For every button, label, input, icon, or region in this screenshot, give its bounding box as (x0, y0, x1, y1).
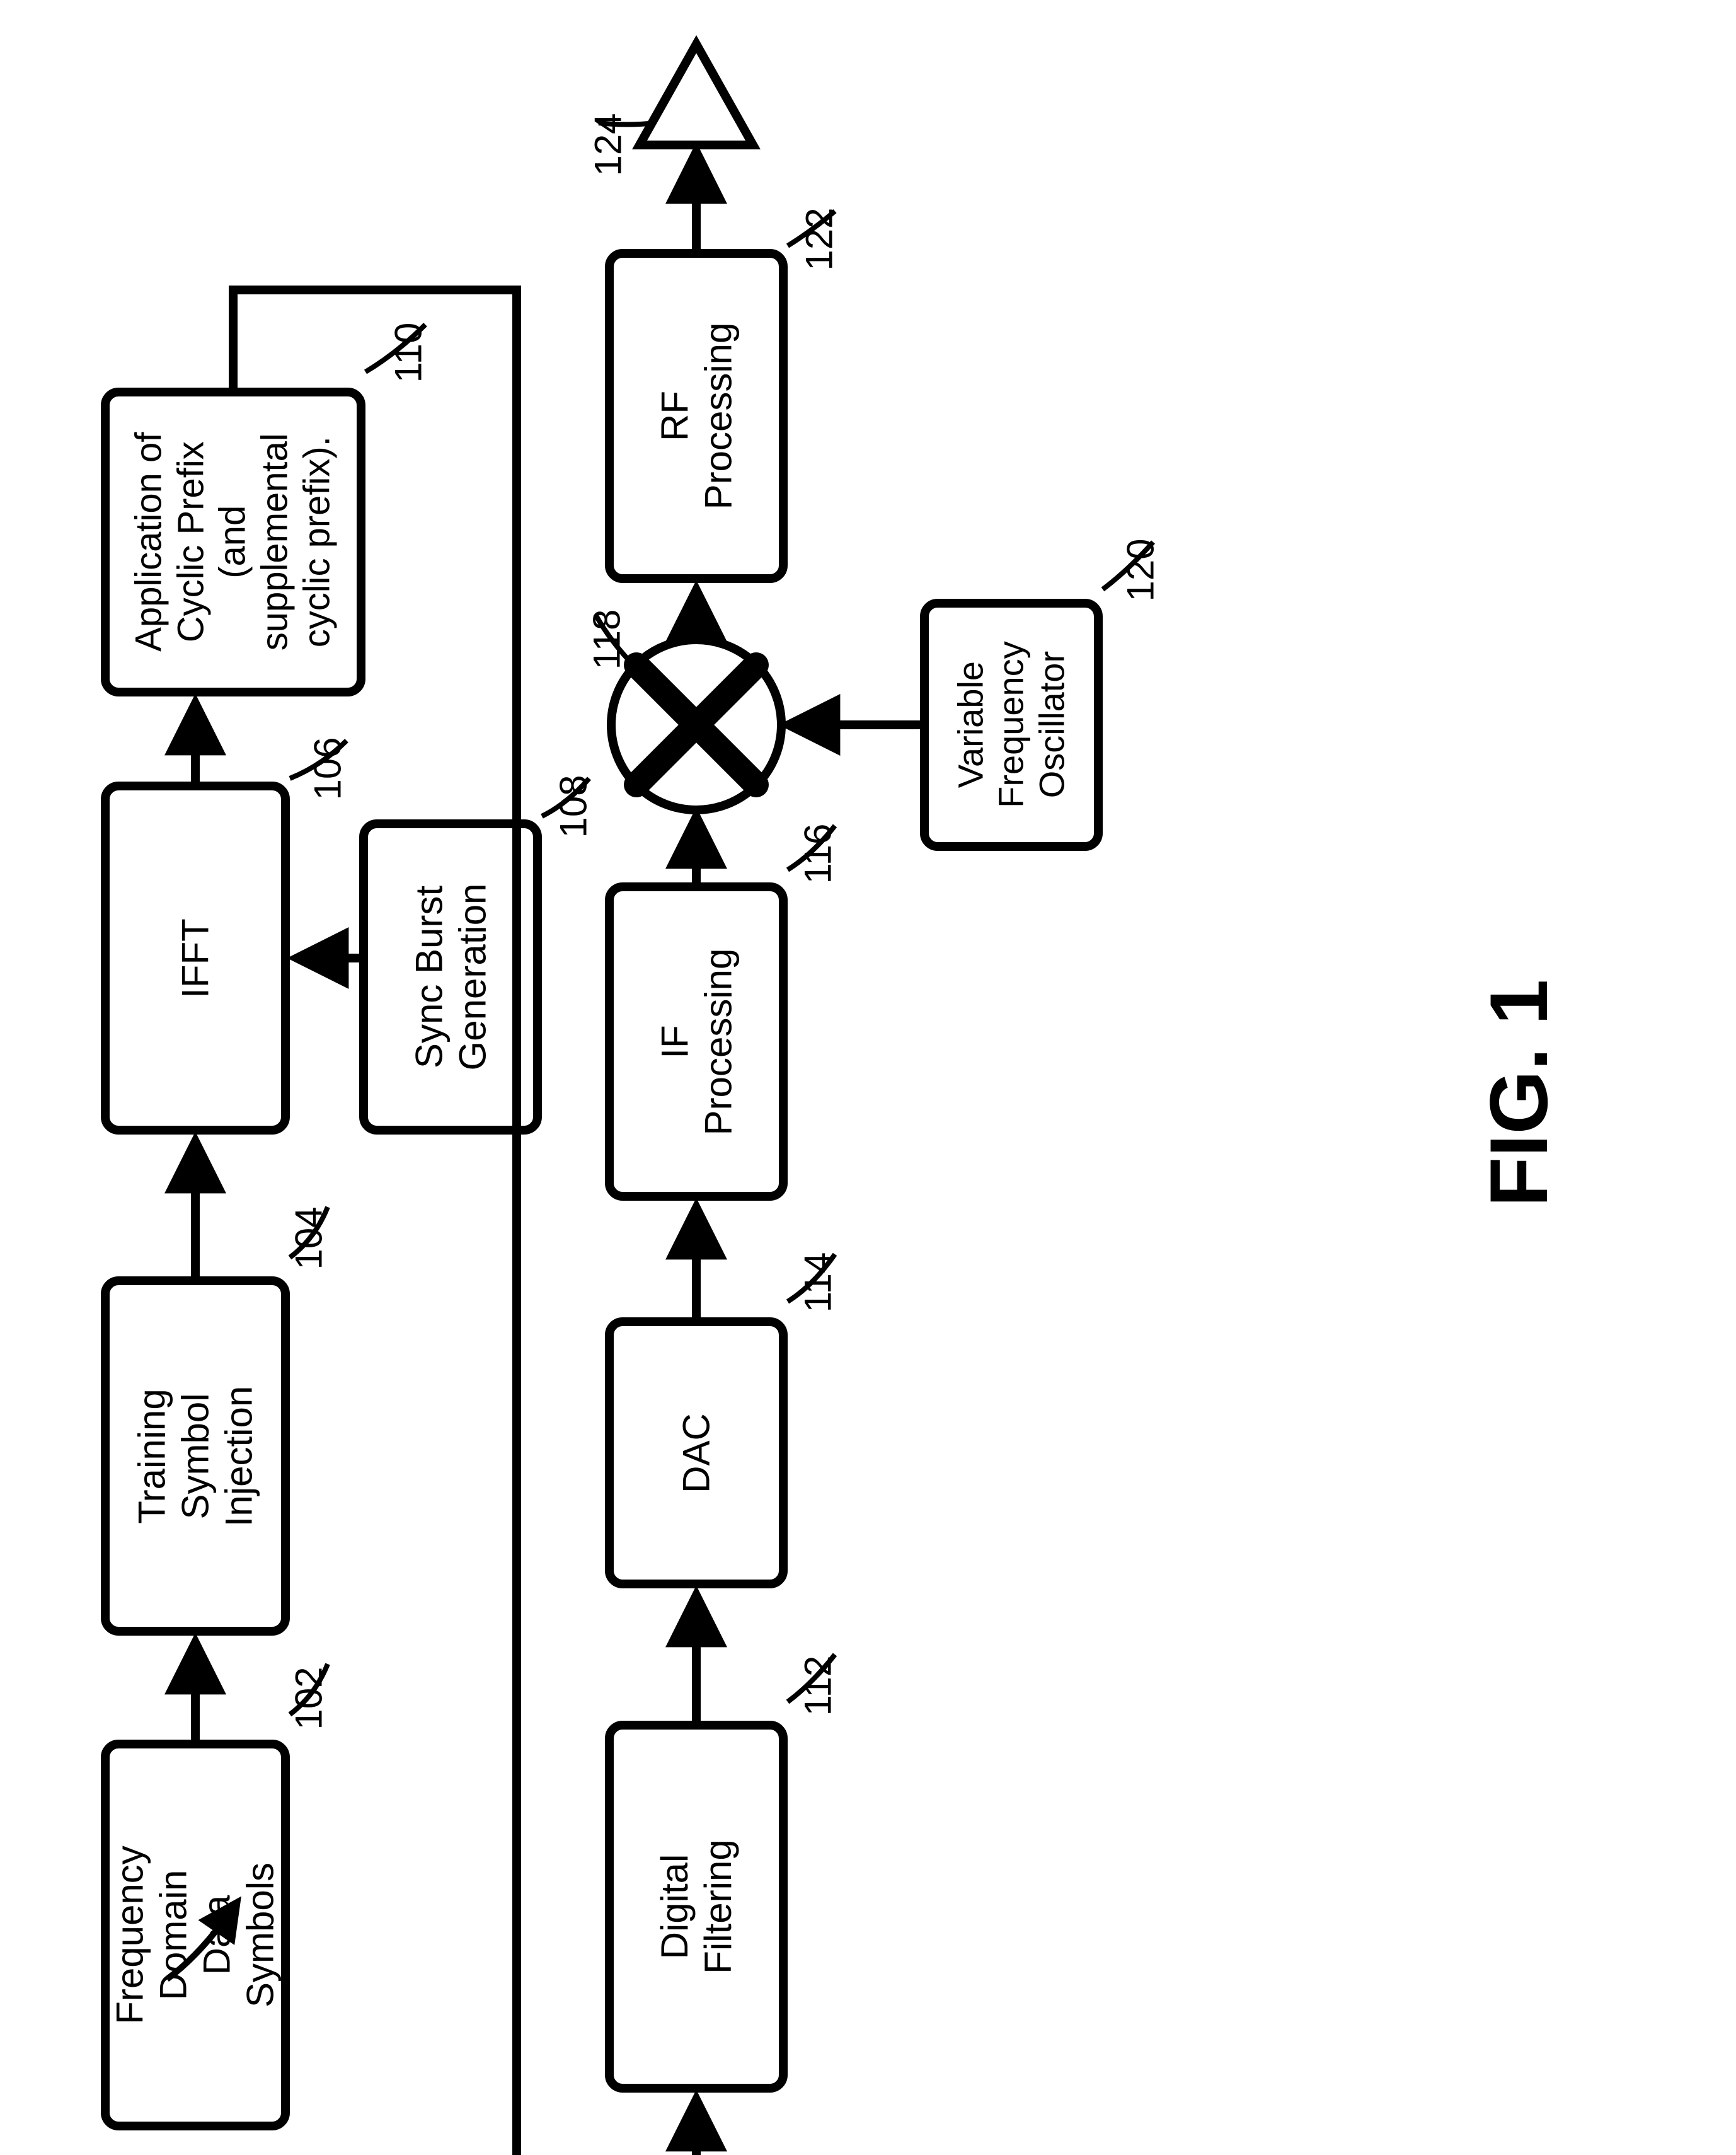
block-dac: DAC (605, 1317, 788, 1588)
ref-108: 108 (552, 775, 595, 838)
block-label: Sync Burst Generation (407, 884, 494, 1071)
block-if-processing: IF Processing (605, 882, 788, 1201)
block-rf-processing: RF Processing (605, 249, 788, 583)
ref-122: 122 (798, 207, 841, 270)
mixer-symbol (611, 640, 781, 810)
block-label: IF Processing (653, 948, 740, 1135)
block-label: Training Symbol Injection (130, 1370, 261, 1542)
ref-104: 104 (287, 1206, 331, 1269)
ref-116: 116 (796, 824, 839, 884)
block-label: Frequency Domain Data Symbols (108, 1846, 282, 2024)
block-label: Digital Filtering (653, 1824, 740, 1989)
block-label: Variable Frequency Oscillator (950, 642, 1072, 809)
antenna-symbol (640, 44, 753, 145)
ref-120: 120 (1119, 538, 1163, 601)
block-freq-domain-symbols: Frequency Domain Data Symbols (101, 1740, 290, 2130)
ref-102: 102 (287, 1667, 331, 1730)
block-ifft: IFFT (101, 782, 290, 1135)
ref-118: 118 (585, 610, 628, 670)
diagram-canvas: 100 Frequency Domain Data Symbols 102 Tr… (0, 0, 1736, 2155)
block-cyclic-prefix: Application of Cyclic Prefix (and supple… (101, 388, 365, 696)
figure-label: FIG. 1 (1471, 942, 1566, 1207)
ref-110: 110 (386, 323, 430, 383)
block-label: IFFT (174, 872, 217, 1044)
block-sync-burst-generation: Sync Burst Generation (359, 819, 542, 1135)
ref-114: 114 (796, 1252, 839, 1313)
block-label: RF Processing (653, 323, 740, 510)
block-label: Application of Cyclic Prefix (and supple… (128, 419, 338, 666)
block-label: DAC (675, 1370, 718, 1535)
block-vfo: Variable Frequency Oscillator (920, 599, 1103, 851)
ref-124: 124 (587, 113, 630, 176)
ref-112: 112 (796, 1656, 839, 1716)
block-digital-filtering: Digital Filtering (605, 1721, 788, 2093)
block-training-symbol-injection: Training Symbol Injection (101, 1276, 290, 1636)
ref-106: 106 (306, 737, 350, 800)
